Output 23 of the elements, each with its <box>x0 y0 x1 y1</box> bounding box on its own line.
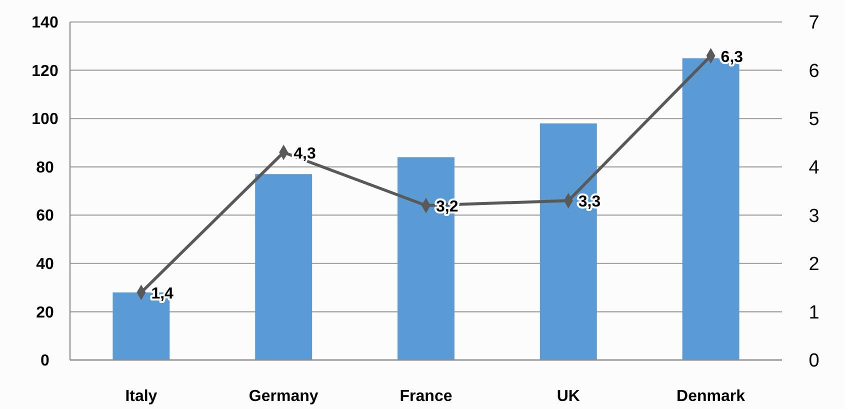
y-tick-label: 80 <box>36 159 54 176</box>
x-tick-label: Italy <box>125 388 158 405</box>
y2-tick-label: 3 <box>808 206 820 227</box>
y-tick-label: 60 <box>36 208 54 225</box>
x-tick-label: France <box>400 388 452 405</box>
y2-tick-label: 2 <box>808 254 820 276</box>
y-tick-label: 100 <box>32 111 58 128</box>
y-tick-label: 40 <box>36 256 54 274</box>
y2-tick-label: 0 <box>808 350 820 372</box>
y2-tick-label: 1 <box>808 302 820 324</box>
data-label: 4,3 <box>294 145 316 162</box>
y-tick-label: 140 <box>32 14 58 32</box>
y2-tick-label: 7 <box>808 12 820 34</box>
y2-tick-label: 5 <box>808 109 820 130</box>
y2-tick-label: 4 <box>808 158 820 179</box>
y-tick-label: 0 <box>40 352 50 370</box>
y2-tick-label: 6 <box>808 60 820 82</box>
x-tick-label: Denmark <box>676 388 746 405</box>
y-tick-label: 20 <box>36 304 54 322</box>
bar <box>255 174 312 360</box>
y-tick-label: 120 <box>32 62 58 80</box>
x-tick-label: UK <box>556 388 580 405</box>
x-tick-label: Germany <box>248 388 318 405</box>
